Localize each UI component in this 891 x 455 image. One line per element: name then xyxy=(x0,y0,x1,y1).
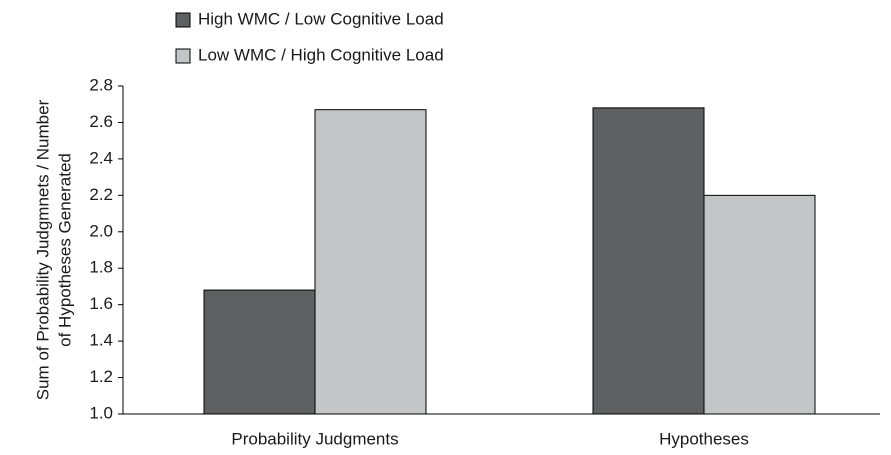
legend-swatch xyxy=(175,48,191,64)
y-tick-label: 1.8 xyxy=(89,258,113,277)
y-tick-label: 2.0 xyxy=(89,221,113,240)
y-tick-label: 1.4 xyxy=(89,331,113,350)
bar xyxy=(703,194,816,415)
y-tick-label: 1.0 xyxy=(89,403,113,422)
bar xyxy=(203,289,316,415)
y-axis-label-line: Sum of Probability Judgmnets / Number xyxy=(33,99,52,400)
y-axis-label: Sum of Probability Judgmnets / Number of… xyxy=(33,99,74,400)
y-tick-label: 2.8 xyxy=(89,75,113,94)
y-tick-label: 2.2 xyxy=(89,185,113,204)
bar xyxy=(592,107,705,415)
y-tick-label: 1.2 xyxy=(89,367,113,386)
y-tick-label: 1.6 xyxy=(89,294,113,313)
y-tick-label: 2.6 xyxy=(89,112,113,131)
legend-label: Low WMC / High Cognitive Load xyxy=(198,45,444,64)
x-tick-label: Hypotheses xyxy=(659,429,749,448)
legend-swatch xyxy=(175,12,191,28)
y-tick-label: 2.4 xyxy=(89,148,113,167)
bar xyxy=(314,109,427,415)
x-tick-label: Probability Judgments xyxy=(231,429,398,448)
y-axis-label-line: of Hypotheses Generated xyxy=(55,153,74,347)
legend-label: High WMC / Low Cognitive Load xyxy=(198,9,444,28)
